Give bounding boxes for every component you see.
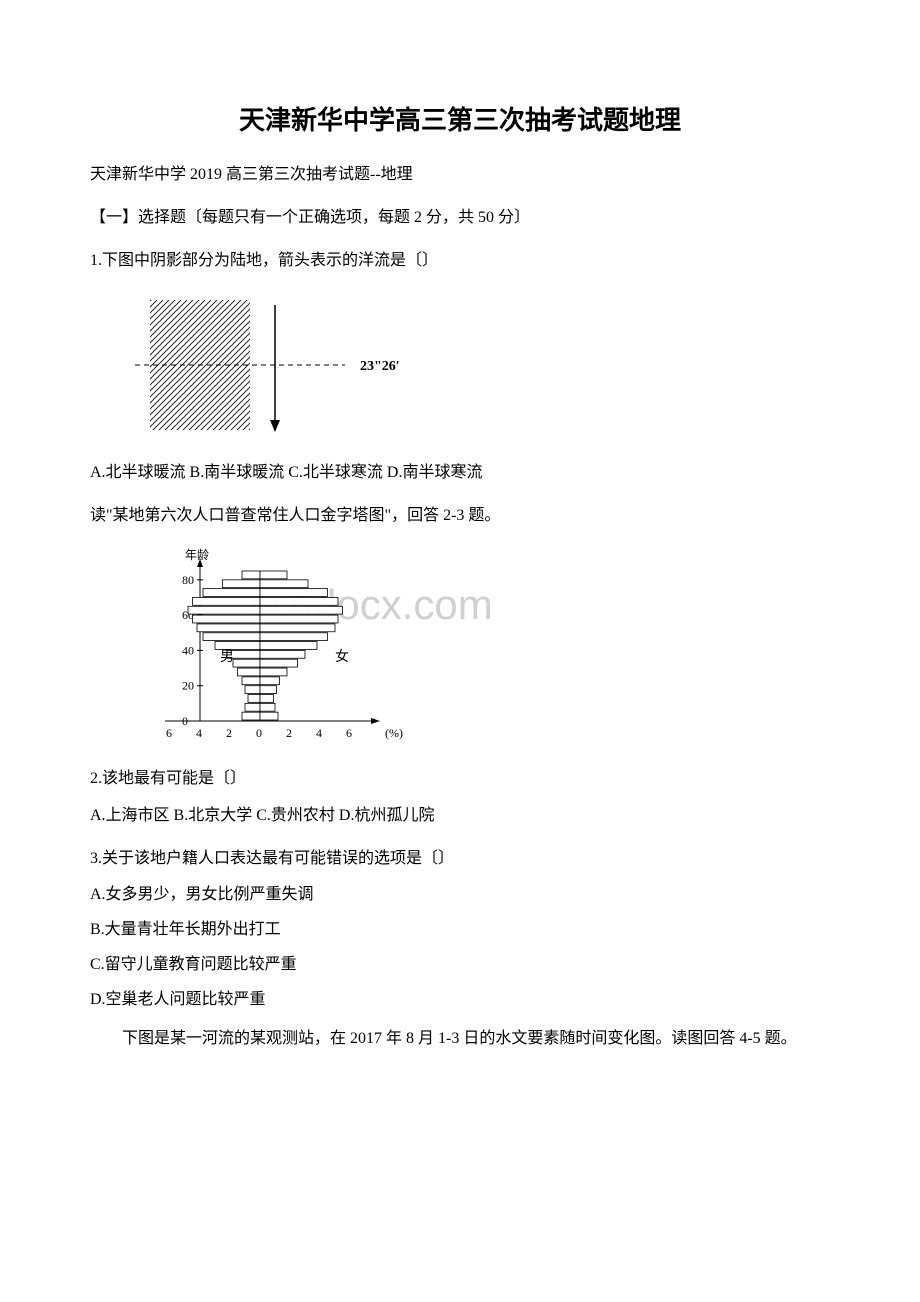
svg-text:4: 4 — [196, 726, 202, 740]
figure-2-population-pyramid: w.bdocx.com 年龄0204060806420246(%)男女 — [130, 541, 830, 751]
intro-2-3: 读"某地第六次人口普查常住人口金字塔图"，回答 2-3 题。 — [90, 502, 830, 531]
svg-text:年龄: 年龄 — [185, 548, 209, 562]
svg-text:80: 80 — [182, 573, 194, 587]
svg-text:4: 4 — [316, 726, 322, 740]
svg-text:0: 0 — [182, 714, 188, 728]
question-3-option-c: C.留守儿童教育问题比较严重 — [90, 951, 830, 980]
intro-4-5: 下图是某一河流的某观测站，在 2017 年 8 月 1-3 日的水文要素随时间变… — [90, 1025, 830, 1054]
question-2-options: A.上海市区 B.北京大学 C.贵州农村 D.杭州孤儿院 — [90, 802, 830, 831]
svg-text:男: 男 — [220, 650, 234, 665]
svg-text:0: 0 — [256, 726, 262, 740]
question-3-option-d: D.空巢老人问题比较严重 — [90, 986, 830, 1015]
svg-text:2: 2 — [286, 726, 292, 740]
svg-text:23"26′: 23"26′ — [360, 359, 400, 374]
question-3-text: 3.关于该地户籍人口表达最有可能错误的选项是〔〕 — [90, 845, 830, 874]
question-2-text: 2.该地最有可能是〔〕 — [90, 765, 830, 794]
svg-text:6: 6 — [346, 726, 352, 740]
question-3-option-a: A.女多男少，男女比例严重失调 — [90, 881, 830, 910]
question-1-options: A.北半球暖流 B.南半球暖流 C.北半球寒流 D.南半球寒流 — [90, 459, 830, 488]
figure-1-ocean-current: 23"26′ — [130, 285, 830, 445]
svg-text:女: 女 — [335, 648, 349, 665]
svg-text:(%): (%) — [385, 726, 403, 740]
svg-text:2: 2 — [226, 726, 232, 740]
page-title: 天津新华中学高三第三次抽考试题地理 — [90, 100, 830, 137]
section-1-head: 【一】选择题〔每题只有一个正确选项，每题 2 分，共 50 分〕 — [90, 204, 830, 233]
svg-text:20: 20 — [182, 679, 194, 693]
svg-text:6: 6 — [166, 726, 172, 740]
svg-text:40: 40 — [182, 643, 194, 657]
question-1-text: 1.下图中阴影部分为陆地，箭头表示的洋流是〔〕 — [90, 247, 830, 276]
subtitle: 天津新华中学 2019 高三第三次抽考试题--地理 — [90, 161, 830, 190]
question-3-option-b: B.大量青壮年长期外出打工 — [90, 916, 830, 945]
